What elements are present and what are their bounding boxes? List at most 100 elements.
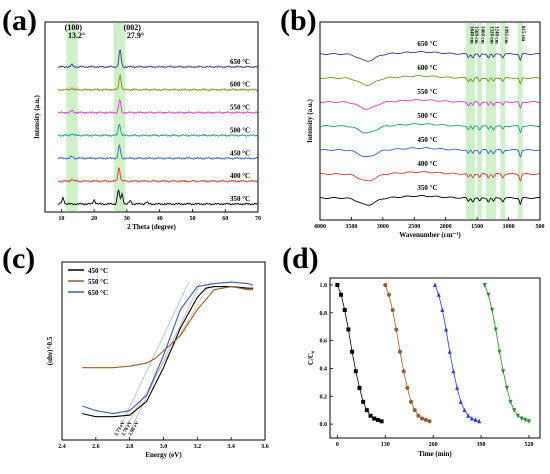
panel-d-series-line (434, 284, 480, 422)
panel-b-series-label: 400 °C (417, 160, 437, 168)
panel-d-data-point (482, 282, 487, 288)
panel-b-series-line (319, 195, 541, 206)
panel-d-y-tick-label: 0.4 (320, 366, 328, 372)
panel-b-band-label: 1240 cm (493, 26, 498, 44)
panel-d-series-line (484, 284, 530, 422)
panel-a-x-tick-label: 10 (58, 216, 64, 222)
panel-d-data-point (486, 292, 491, 298)
panel-d-y-tick-label: 1.0 (320, 283, 328, 289)
panel-d-data-point (515, 413, 520, 419)
panel-b-y-axis-label: Intensity (a.u.) (306, 98, 314, 142)
panel-d-data-point (361, 399, 366, 404)
panel-b-series-label: 350 °C (417, 184, 437, 192)
panel-d-data-point (412, 408, 417, 413)
panel-d-data-point (462, 407, 467, 413)
panel-d-data-point (526, 419, 531, 424)
panel-d-y-tick-label: 0.6 (320, 339, 328, 345)
panel-a-series-label: 350 °C (230, 195, 250, 203)
panel-d-data-point (473, 417, 478, 422)
panel-d-x-tick-label: 130 (381, 442, 390, 448)
panel-c-tangent (122, 281, 212, 433)
panel-c-series-line (82, 286, 254, 369)
panel-d-data-point (346, 327, 351, 332)
panel-a-series-label: 450 °C (230, 149, 250, 157)
axis-frame (319, 21, 541, 221)
panel-b-band (465, 23, 471, 219)
panel-c-x-tick-label: 3.4 (227, 444, 235, 450)
panel-b-series-line (320, 171, 541, 182)
panel-d-data-point (409, 399, 414, 404)
panel-a-x-tick-label: 60 (222, 216, 228, 222)
panel-d-data-point (477, 418, 482, 424)
panel-d-data-point (342, 308, 347, 312)
panel-a-series-label: 400 °C (230, 172, 250, 180)
panel-a-peak-index: (100) (65, 23, 83, 32)
panel-b-band-label: 1569 cm (473, 26, 478, 44)
panel-d-y-tick-label: 0.8 (320, 311, 328, 317)
panel-b-band-label: 1640 cm (468, 26, 473, 44)
panel-b-series-label: 500 °C (417, 112, 437, 120)
panel-a-highlight-band (113, 23, 126, 211)
panel-d-data-point (401, 369, 406, 374)
panel-d-data-point (353, 369, 358, 374)
panel-a-series-label: 500 °C (230, 126, 250, 134)
panel-b-band-label: 1460 cm (480, 26, 485, 44)
panel-b-band (477, 23, 483, 219)
panel-c-x-tick-label: 3.6 (261, 444, 269, 450)
panel-d-data-point (372, 416, 377, 421)
panel-a-series-label: 650 °C (230, 58, 250, 66)
panel-a-x-tick-label: 30 (124, 216, 130, 222)
panel-a-series-label: 600 °C (230, 81, 250, 89)
panel-d-data-point (339, 292, 344, 297)
panel-c-x-tick-label: 2.4 (58, 444, 66, 450)
panel-d-data-point (383, 282, 388, 287)
panel-d-data-point (455, 385, 460, 390)
panel-b-series-line (319, 123, 540, 134)
panel-d-data-point (405, 385, 410, 390)
panel-d-data-point (375, 417, 380, 422)
panel-b-x-tick-label: 500 (536, 224, 545, 230)
panel-b-x-axis-label: Wavenumber (cm⁻¹) (399, 231, 461, 239)
panel-a-series-label: 550 °C (230, 104, 250, 112)
panel-b-series-line (319, 147, 541, 158)
panel-a-highlight-band (66, 23, 78, 211)
panel-c-label: (c) (2, 242, 35, 275)
panel-d-data-point (523, 417, 528, 423)
panel-d-y-tick-label: 0.2 (320, 394, 328, 400)
panel-b-series-line (319, 99, 541, 110)
panel-d-data-point (519, 416, 524, 422)
panel-d-series-line (384, 284, 430, 422)
panel-d-data-point (423, 417, 428, 422)
panel-d-x-tick-label: 0 (336, 442, 339, 448)
panel-d-data-point (416, 413, 421, 418)
panel-d-data-point (512, 408, 517, 413)
panel-d-data-point (497, 349, 502, 355)
panel-d-data-point (436, 292, 441, 297)
panel-a-series-line (57, 123, 259, 138)
panel-c-series-line (82, 281, 254, 415)
panel-d-data-point (444, 326, 449, 332)
panel-d-data-point (386, 292, 391, 297)
panel-a-x-tick-label: 40 (157, 216, 163, 222)
panel-c-x-tick-label: 3.0 (160, 444, 168, 450)
panel-d-data-point (451, 368, 456, 374)
panel-b-band (485, 23, 491, 219)
panel-c-legend-label: 450 °C (88, 267, 108, 275)
panel-d: (d) 0 130 260 390 520 0.0 0.2 0.4 0.6 0.8 1.0 Time (… (282, 242, 541, 458)
panel-a-series-line (57, 144, 259, 160)
panel-c-x-axis-label: Energy (eV) (145, 451, 182, 459)
panel-c-tangent (129, 281, 201, 433)
panel-b-band (490, 23, 496, 219)
panel-d-y-axis-label: C/C₀ (307, 351, 315, 365)
panel-b-label: (b) (280, 4, 317, 37)
panel-b: (b) 1640 cm 1569 cm 1460 cm 1320 cm 1240 cm 10… (280, 4, 545, 239)
panel-a-series-line (57, 49, 259, 69)
panel-c-tangent (117, 281, 190, 433)
panel-a-series-line (57, 74, 259, 92)
panel-d-label: (d) (282, 242, 319, 275)
panel-b-band (500, 23, 506, 219)
panel-a-x-tick-label: 20 (91, 216, 97, 222)
panel-a-peak-index: (002) (124, 23, 142, 32)
panel-c-y-axis-label: (αhν)^0.5 (46, 336, 54, 365)
